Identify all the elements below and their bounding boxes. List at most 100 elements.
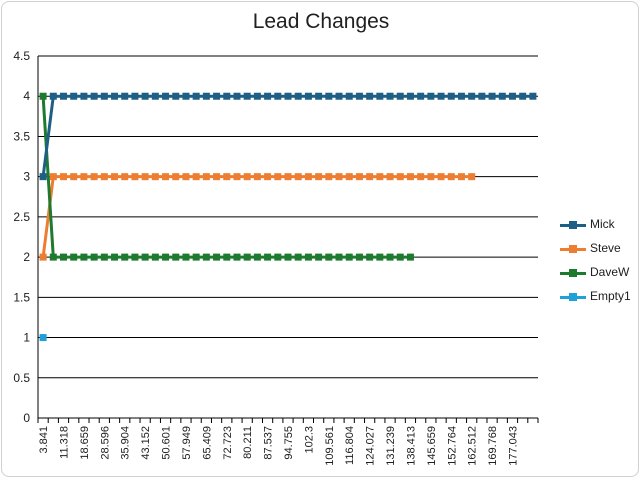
data-point-davew [202,253,210,261]
data-point-mick [508,92,516,100]
data-point-davew [294,253,302,261]
legend-item-empty1: Empty1 [560,286,640,310]
data-point-mick [488,92,496,100]
data-point-mick [182,92,190,100]
x-tick-label: 116.804 [344,426,356,465]
data-point-steve [131,173,139,181]
x-tick-label: 109.561 [324,426,336,466]
y-tick-label: 0 [23,411,30,425]
data-point-davew [141,253,149,261]
x-tick-label: 177.043 [507,426,519,466]
x-tick-label: 102.3 [303,426,315,454]
legend-label: DaveW [590,265,630,279]
x-tick-label: 169.768 [487,426,499,466]
legend-item-davew: DaveW [560,262,640,286]
data-point-mick [498,92,506,100]
data-point-mick [233,92,241,100]
data-point-mick [325,92,333,100]
data-point-mick [90,92,98,100]
data-point-davew [223,253,231,261]
x-tick-label: 87.537 [263,426,275,460]
data-point-steve [151,173,159,181]
data-point-mick [213,92,221,100]
y-tick-label: 3.5 [13,129,30,143]
data-point-mick [457,92,465,100]
legend-item-steve: Steve [560,238,640,262]
data-point-davew [162,253,170,261]
data-point-davew [90,253,98,261]
data-point-mick [274,92,282,100]
data-point-davew [366,253,374,261]
data-point-mick [519,92,527,100]
data-point-steve [386,173,394,181]
data-point-steve [39,253,47,261]
legend-label: Empty1 [590,289,631,303]
data-point-steve [376,173,384,181]
data-point-davew [192,253,200,261]
data-point-davew [355,253,363,261]
x-tick-label: 145.659 [426,426,438,466]
data-point-steve [355,173,363,181]
data-point-mick [386,92,394,100]
x-tick-label: 43.152 [140,426,152,460]
data-point-steve [80,173,88,181]
data-point-mick [172,92,180,100]
y-tick-label: 3 [23,170,30,184]
data-point-mick [284,92,292,100]
data-point-davew [151,253,159,261]
x-tick-label: 131.239 [385,426,397,466]
data-point-mick [111,92,119,100]
data-point-steve [304,173,312,181]
data-point-davew [80,253,88,261]
data-point-mick [151,92,159,100]
data-point-steve [284,173,292,181]
y-tick-label: 4.5 [13,49,30,63]
data-point-mick [315,92,323,100]
data-point-davew [406,253,414,261]
data-point-davew [39,92,47,100]
data-point-davew [284,253,292,261]
data-point-mick [294,92,302,100]
data-point-mick [60,92,68,100]
data-point-steve [396,173,404,181]
data-point-mick [100,92,108,100]
data-point-davew [131,253,139,261]
data-point-steve [192,173,200,181]
legend-marker-swatch [569,269,577,277]
data-point-mick [70,92,78,100]
legend-marker-swatch [569,293,577,301]
data-point-davew [335,253,343,261]
y-tick-label: 0.5 [13,371,30,385]
x-tick-label: 72.723 [222,426,234,460]
data-point-mick [202,92,210,100]
data-point-steve [366,173,374,181]
data-point-mick [447,92,455,100]
x-tick-label: 138.413 [405,426,417,466]
data-point-mick [345,92,353,100]
x-tick-label: 94.755 [283,426,295,460]
data-point-davew [243,253,251,261]
data-point-davew [304,253,312,261]
data-point-steve [294,173,302,181]
data-point-mick [417,92,425,100]
x-tick-label: 3.841 [38,426,50,454]
data-point-mick [304,92,312,100]
y-tick-label: 4 [23,89,30,103]
data-point-davew [100,253,108,261]
data-point-davew [70,253,78,261]
data-point-steve [100,173,108,181]
legend-marker-swatch [569,245,577,253]
data-point-steve [253,173,261,181]
data-point-davew [274,253,282,261]
data-point-mick [264,92,272,100]
data-point-steve [417,173,425,181]
data-point-steve [274,173,282,181]
data-point-davew [111,253,119,261]
data-point-mick [437,92,445,100]
legend-label: Steve [590,241,621,255]
data-point-steve [223,173,231,181]
data-point-mick [253,92,261,100]
chart-legend: Mick Steve DaveW Empty1 [560,214,640,310]
data-point-steve [233,173,241,181]
